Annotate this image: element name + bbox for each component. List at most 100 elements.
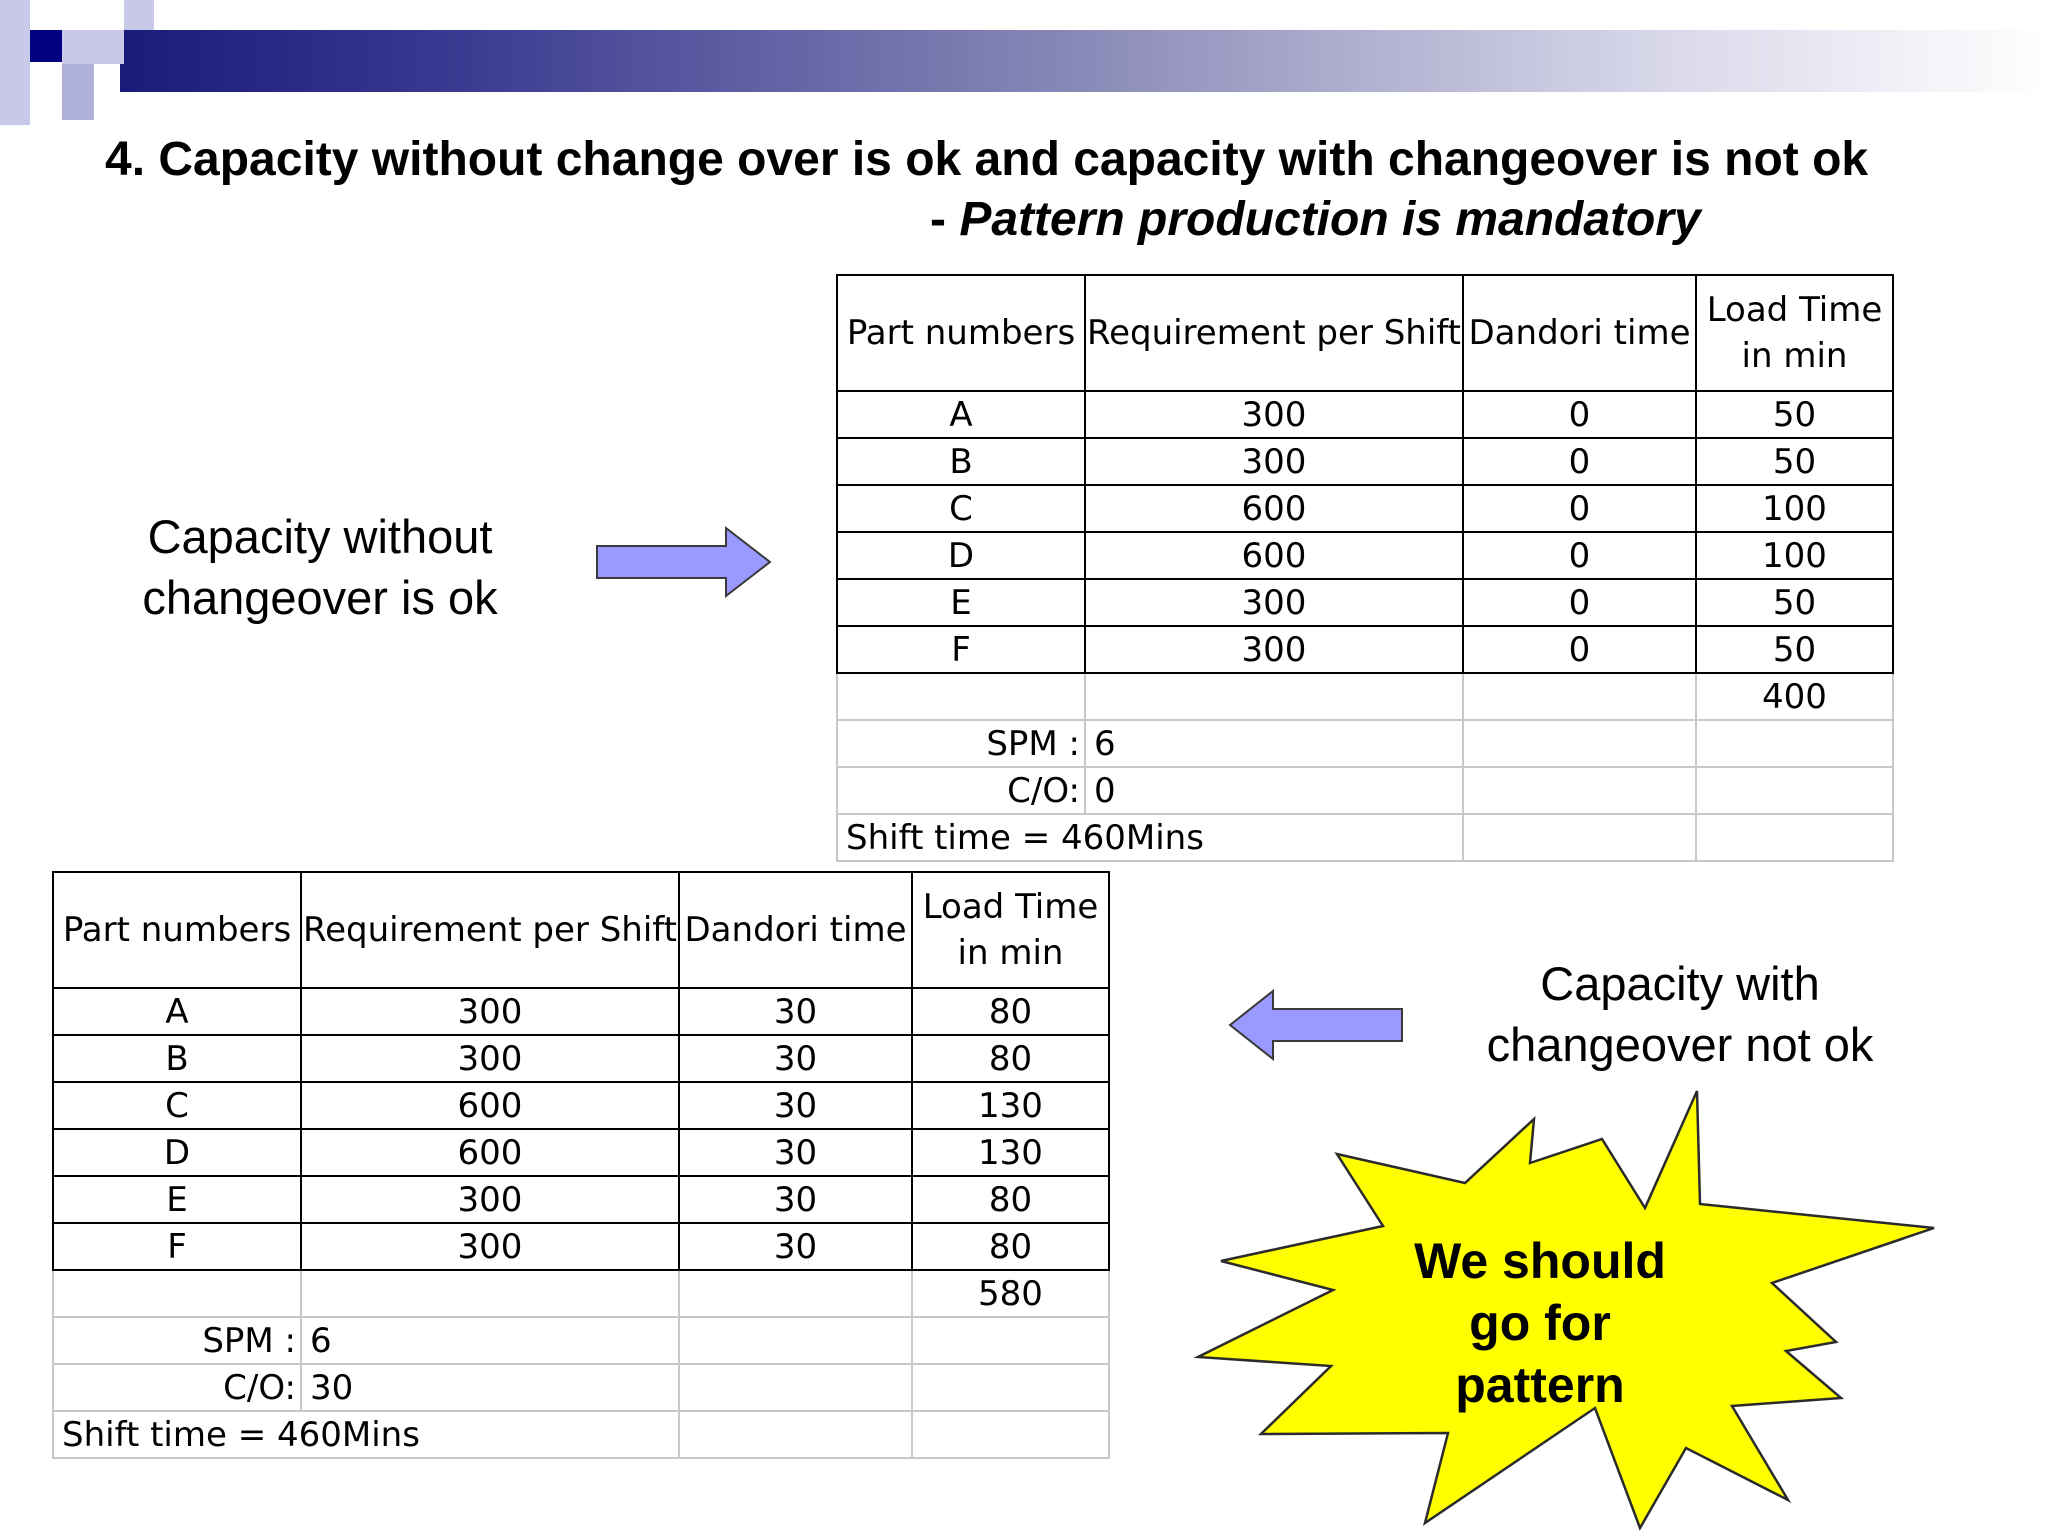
empty-cell [678,1269,913,1318]
table-row: E 300 30 80 [52,1175,1110,1224]
empty-cell [52,1269,302,1318]
cell-load: 80 [911,1034,1110,1083]
table-row: D 600 0 100 [836,531,1894,580]
cell-part: C [836,484,1086,533]
caption-line: Capacity without [147,510,493,563]
total-row: 580 [52,1269,1110,1318]
cell-part: A [52,987,302,1036]
header-load-time: Load Time in min [1695,274,1894,392]
cell-load: 130 [911,1128,1110,1177]
cell-dandori: 0 [1462,625,1697,674]
table-row: A 300 0 50 [836,390,1894,439]
spm-label: SPM : [836,719,1086,768]
cell-req: 300 [300,987,680,1036]
co-value: 0 [1084,766,1464,815]
shift-time: Shift time = 460Mins [52,1410,680,1459]
header-requirement: Requirement per Shift [1084,274,1464,392]
empty-cell [911,1316,1110,1365]
empty-cell [1462,719,1697,768]
cell-part: B [52,1034,302,1083]
cell-dandori: 30 [678,1081,913,1130]
empty-cell [911,1363,1110,1412]
table-with-changeover: Part numbers Requirement per Shift Dando… [52,871,1110,1459]
empty-cell [678,1410,913,1459]
empty-cell [1462,672,1697,721]
spm-value: 6 [1084,719,1464,768]
header-part-numbers: Part numbers [52,871,302,989]
caption-line: changeover is ok [142,571,498,624]
empty-cell [1462,766,1697,815]
table-row: F 300 30 80 [52,1222,1110,1271]
empty-cell [1695,813,1894,862]
slide-subtitle: - Pattern production is mandatory [930,192,1701,247]
cell-dandori: 30 [678,1175,913,1224]
co-label: C/O: [836,766,1086,815]
co-row: C/O: 30 [52,1363,1110,1412]
left-arrow-shape [1228,988,1403,1062]
empty-cell [1084,672,1464,721]
subtitle-prefix: - [930,193,960,246]
shift-time: Shift time = 460Mins [836,813,1464,862]
cell-part: A [836,390,1086,439]
empty-cell [1695,719,1894,768]
cell-dandori: 0 [1462,578,1697,627]
starburst-line: go for [1469,1295,1611,1351]
starburst-line: pattern [1455,1357,1625,1413]
cell-dandori: 0 [1462,484,1697,533]
header-load-line: in min [957,933,1064,973]
cell-dandori: 30 [678,1128,913,1177]
cell-req: 600 [300,1081,680,1130]
cell-req: 300 [300,1175,680,1224]
caption-with-changeover: Capacity with changeover not ok [1440,953,1920,1075]
cell-req: 300 [1084,390,1464,439]
co-label: C/O: [52,1363,302,1412]
cell-part: B [836,437,1086,486]
header-dandori: Dandori time [678,871,913,989]
cell-req: 300 [1084,578,1464,627]
header-square-decoration [62,64,94,120]
cell-req: 600 [1084,484,1464,533]
total-row: 400 [836,672,1894,721]
cell-load: 50 [1695,390,1894,439]
cell-part: E [52,1175,302,1224]
shift-row: Shift time = 460Mins [52,1410,1110,1459]
caption-without-changeover: Capacity without changeover is ok [110,506,530,628]
spm-row: SPM :6 [52,1316,1110,1365]
cell-req: 300 [300,1034,680,1083]
cell-total: 580 [911,1269,1110,1318]
cell-total: 400 [1695,672,1894,721]
starburst-text: We should go for pattern [1330,1230,1750,1416]
cell-req: 600 [1084,531,1464,580]
table-without-changeover: Part numbers Requirement per Shift Dando… [836,274,1894,862]
table-row: B 300 30 80 [52,1034,1110,1083]
cell-load: 50 [1695,578,1894,627]
table-row: F 300 0 50 [836,625,1894,674]
cell-part: D [836,531,1086,580]
header-load-line: Load Time [1706,290,1883,330]
table-row: C 600 30 130 [52,1081,1110,1130]
table-row: B 300 0 50 [836,437,1894,486]
shift-row: Shift time = 460Mins [836,813,1894,862]
cell-load: 100 [1695,484,1894,533]
co-row: C/O: 0 [836,766,1894,815]
spm-row: SPM :6 [836,719,1894,768]
empty-cell [836,672,1086,721]
caption-line: Capacity with [1540,957,1820,1010]
header-part-numbers: Part numbers [836,274,1086,392]
spm-label: SPM : [52,1316,302,1365]
cell-part: C [52,1081,302,1130]
right-arrow-icon [596,525,772,599]
left-arrow-icon [1228,988,1403,1062]
header-requirement: Requirement per Shift [300,871,680,989]
cell-dandori: 0 [1462,531,1697,580]
empty-cell [678,1316,913,1365]
cell-part: D [52,1128,302,1177]
cell-dandori: 30 [678,987,913,1036]
slide-title: 4. Capacity without change over is ok an… [105,133,1869,186]
header-square-decoration [30,30,62,62]
header-gradient-band [120,30,2048,92]
empty-cell [911,1410,1110,1459]
cell-req: 300 [300,1222,680,1271]
starburst-line: We should [1414,1233,1666,1289]
cell-load: 80 [911,987,1110,1036]
